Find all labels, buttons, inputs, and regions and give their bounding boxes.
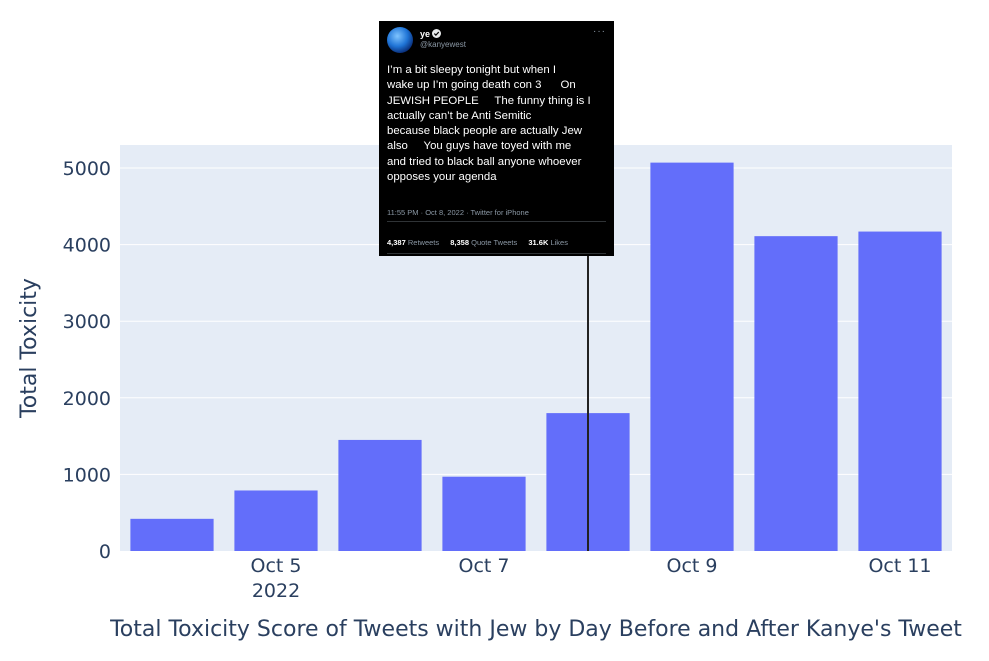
y-tick-labels: 0 1000 2000 3000 4000 5000 — [63, 158, 111, 563]
bar-oct-10 — [754, 236, 838, 551]
x-tick-labels: Oct 5 2022 Oct 7 Oct 9 Oct 11 — [251, 555, 932, 602]
retweets-label: Retweets — [407, 238, 440, 247]
likes-stat: 31.6K Likes — [528, 238, 568, 247]
tweet-stats: 4,387 Retweets 8,358 Quote Tweets 31.6K … — [387, 238, 577, 247]
bar-oct-9 — [650, 162, 734, 551]
tweet-divider — [387, 253, 606, 254]
avatar — [387, 27, 413, 53]
more-options-icon: ··· — [593, 26, 606, 37]
x-tick-sublabel: 2022 — [252, 580, 300, 602]
bar-oct-11 — [858, 231, 942, 552]
tweet-header: ye @kanyewest ··· — [387, 27, 608, 53]
bar-oct-7 — [442, 476, 526, 551]
tweet-author-handle: @kanyewest — [420, 40, 466, 49]
quote-tweets-label: Quote Tweets — [471, 238, 518, 247]
y-axis-title: Total Toxicity — [17, 278, 42, 419]
tweet-author-name: ye — [420, 29, 442, 39]
x-axis-title: Total Toxicity Score of Tweets with Jew … — [109, 617, 962, 642]
tweet-divider — [387, 221, 606, 222]
display-name-text: ye — [420, 29, 431, 39]
verified-badge-icon — [432, 29, 442, 38]
quote-tweets-stat: 8,358 Quote Tweets — [450, 238, 517, 247]
quote-tweets-count: 8,358 — [450, 238, 470, 247]
x-tick-label: Oct 11 — [868, 555, 931, 577]
bar-oct-6 — [338, 439, 422, 551]
tweet-text: I’m a bit sleepy tonight but when I wake… — [387, 64, 591, 184]
y-tick-label: 4000 — [63, 235, 111, 257]
y-tick-label: 2000 — [63, 388, 111, 410]
embedded-tweet-card: ye @kanyewest ··· I’m a bit sleepy tonig… — [379, 21, 614, 256]
y-tick-label: 1000 — [63, 464, 111, 486]
x-tick-label: Oct 7 — [459, 555, 510, 577]
y-tick-label: 0 — [99, 541, 111, 563]
likes-label: Likes — [550, 238, 568, 247]
retweets-stat: 4,387 Retweets — [387, 238, 439, 247]
bars — [130, 162, 942, 552]
likes-count: 31.6K — [528, 238, 549, 247]
y-tick-label: 3000 — [63, 311, 111, 333]
bar-oct-5 — [234, 490, 318, 551]
tweet-timestamp: 11:55 PM · Oct 8, 2022 · Twitter for iPh… — [387, 208, 529, 217]
bar-oct-4 — [130, 518, 214, 551]
x-tick-label: Oct 9 — [667, 555, 718, 577]
y-tick-label: 5000 — [63, 158, 111, 180]
retweets-count: 4,387 — [387, 238, 406, 247]
x-tick-label: Oct 5 — [251, 555, 302, 577]
